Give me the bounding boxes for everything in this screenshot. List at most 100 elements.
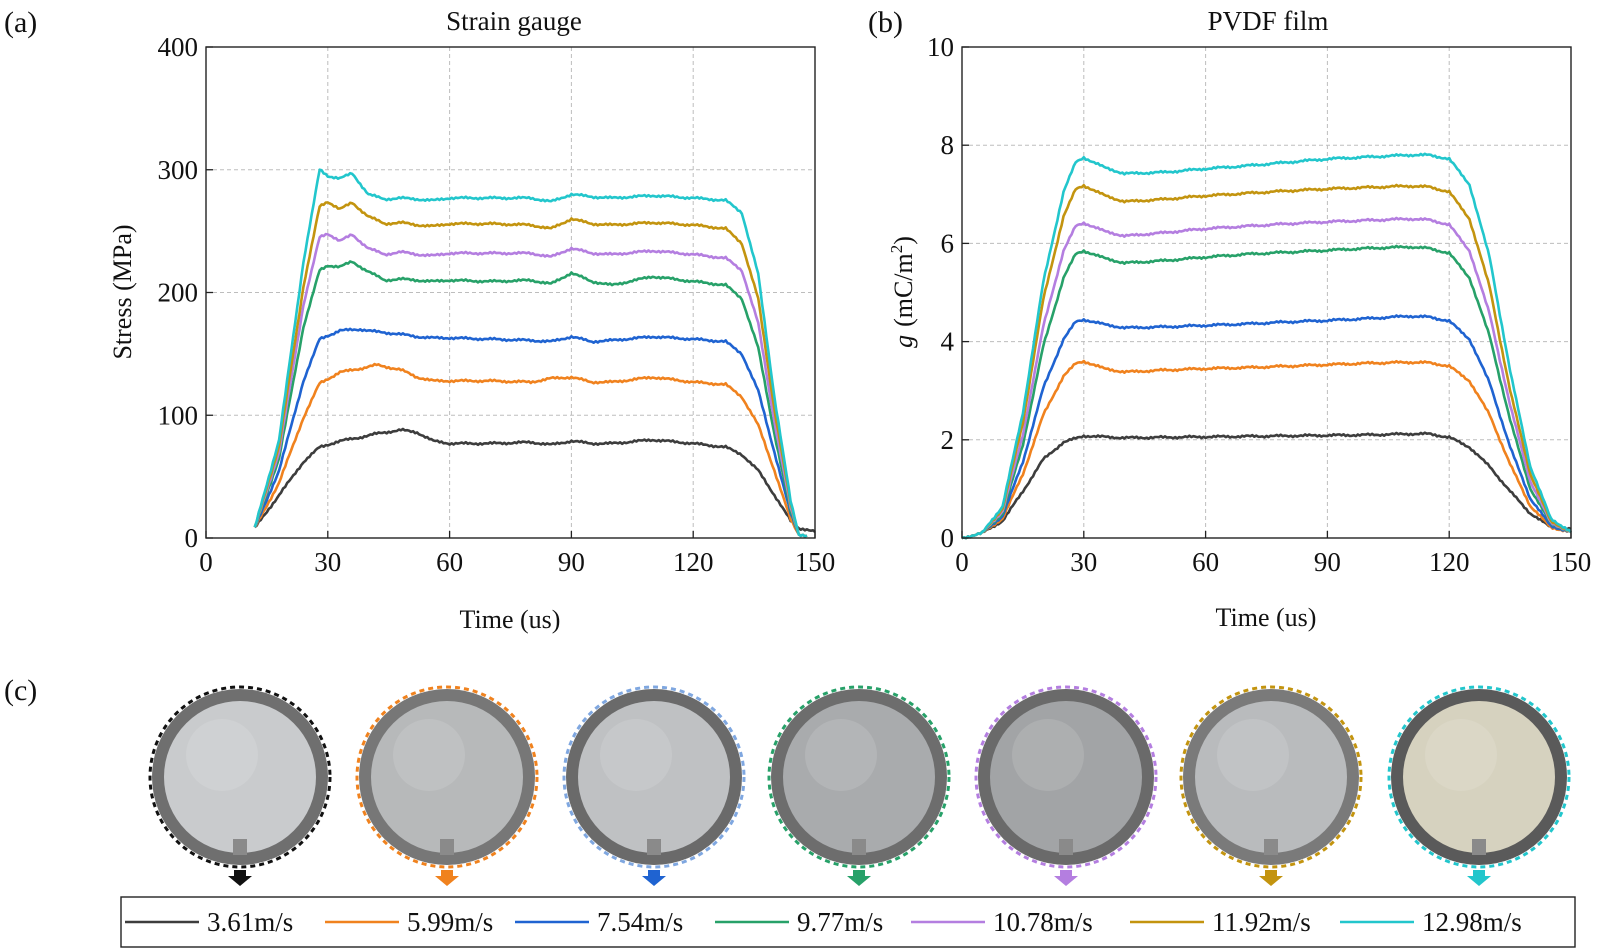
sample-shine [393,719,465,791]
sample-shine [600,719,672,791]
chart-b-ytick-label: 10 [927,32,954,62]
chart-b-frame [961,46,1572,539]
chart-a-series-10-78m-s [253,232,808,538]
sample-shine [1012,719,1084,791]
chart-b-ylabel-close: ) [889,236,918,245]
chart-b-ylabel: g (mC/m2) [887,236,918,348]
sample-photos [148,685,1571,886]
legend-item-12-98m-s: 12.98m/s [1422,907,1522,937]
chart-a-series-5-99m-s [253,362,808,538]
sample-face [164,701,316,853]
chart-a-series-11-92m-s [253,201,808,538]
sample-notch [647,839,661,855]
panel-label-b: (b) [868,6,903,39]
chart-a-series-7-54m-s [253,327,808,538]
chart-a-xtick-label: 30 [314,547,341,577]
sample-face [578,701,730,853]
chart-a-xtick-label: 90 [558,547,585,577]
sample-3-61m-s [148,685,332,886]
sample-11-92m-s [1179,685,1363,886]
chart-a-xtick-label: 60 [436,547,463,577]
chart-b-series [961,152,1572,540]
sample-face [1403,701,1555,853]
legend: 3.61m/s 5.99m/s 7.54m/s 9.77m/s 10.78m/s 11.9… [120,896,1576,948]
chart-b-ytick-label: 0 [941,523,955,553]
sample-7-54m-s [562,685,746,886]
chart-b-xtick-label: 60 [1192,547,1219,577]
chart-a-ticks: 0 30 60 90 120 150 0 100 200 300 400 [158,32,836,577]
legend-item-7-54m-s: 7.54m/s [597,907,683,937]
chart-b-title: PVDF film [1208,6,1329,36]
chart-a-xtick-label: 0 [199,547,213,577]
sample-dashed-outline [767,685,951,869]
chart-pvdf-film: PVDF film 0 30 60 90 120 150 0 2 4 6 8 10 Time (us)… [887,6,1591,632]
sample-shine [1425,719,1497,791]
sample-notch [440,839,454,855]
sample-dashed-outline [1179,685,1363,869]
chart-b-ylabel-unit: (mC/m [889,253,918,327]
chart-b-ytick-label: 4 [941,327,955,357]
sample-shine [1217,719,1289,791]
sample-arrow-icon [435,870,459,886]
chart-a-series-9-77m-s [253,260,808,538]
chart-a-series-3-61m-s [253,427,816,533]
chart-b-series-3-61m-s [961,431,1572,540]
sample-arrow-icon [1467,870,1491,886]
chart-b-ticks: 0 30 60 90 120 150 0 2 4 6 8 10 [927,32,1591,577]
sample-shine [186,719,258,791]
chart-a-ytick-label: 300 [158,155,199,185]
sample-12-98m-s [1387,685,1571,886]
chart-a-xtick-label: 120 [673,547,714,577]
chart-a-title: Strain gauge [446,6,582,36]
chart-a-ylabel: Stress (MPa) [108,224,137,359]
sample-arrow-icon [642,870,666,886]
chart-b-ytick-label: 2 [941,425,955,455]
chart-b-series-10-78m-s [961,216,1572,540]
sample-face [783,701,935,853]
chart-b-xtick-label: 120 [1429,547,1470,577]
sample-face [1195,701,1347,853]
chart-a-ytick-label: 400 [158,32,199,62]
sample-shine [805,719,877,791]
sample-notch [1264,839,1278,855]
sample-arrow-icon [847,870,871,886]
sample-9-77m-s [767,685,951,886]
sample-dashed-outline [148,685,332,869]
sample-notch [1472,839,1486,855]
chart-b-series-12-98m-s [961,152,1572,540]
sample-5-99m-s [355,685,539,886]
sample-dashed-outline [974,685,1158,869]
legend-item-9-77m-s: 9.77m/s [797,907,883,937]
chart-b-series-9-77m-s [961,244,1572,540]
chart-b-xlabel: Time (us) [1216,603,1317,632]
chart-b-series-5-99m-s [961,359,1572,540]
sample-dashed-outline [562,685,746,869]
legend-item-10-78m-s: 10.78m/s [993,907,1093,937]
chart-b-ylabel-sup: 2 [887,245,906,254]
sample-notch [1059,839,1073,855]
chart-a-ytick-label: 200 [158,278,199,308]
chart-b-ytick-label: 8 [941,130,955,160]
chart-a-xtick-label: 150 [795,547,836,577]
panel-label-c: (c) [4,674,37,707]
sample-10-78m-s [974,685,1158,886]
sample-arrow-icon [1054,870,1078,886]
chart-a-ytick-label: 100 [158,400,199,430]
sample-arrow-icon [228,870,252,886]
chart-b-series-7-54m-s [961,314,1572,540]
chart-a-series [253,168,816,538]
chart-strain-gauge: Strain gauge 0 30 60 90 120 1500100200300400 … [108,6,835,634]
sample-arrow-icon [1259,870,1283,886]
sample-dashed-outline [1387,685,1571,869]
sample-notch [233,839,247,855]
legend-item-5-99m-s: 5.99m/s [407,907,493,937]
chart-a-xlabel: Time (us) [460,605,561,634]
panel-label-a: (a) [4,6,37,39]
chart-b-xtick-label: 150 [1551,547,1592,577]
sample-notch [852,839,866,855]
sample-face [990,701,1142,853]
chart-a-series-12-98m-s [253,168,808,538]
legend-item-11-92m-s: 11.92m/s [1212,907,1311,937]
sample-dashed-outline [355,685,539,869]
